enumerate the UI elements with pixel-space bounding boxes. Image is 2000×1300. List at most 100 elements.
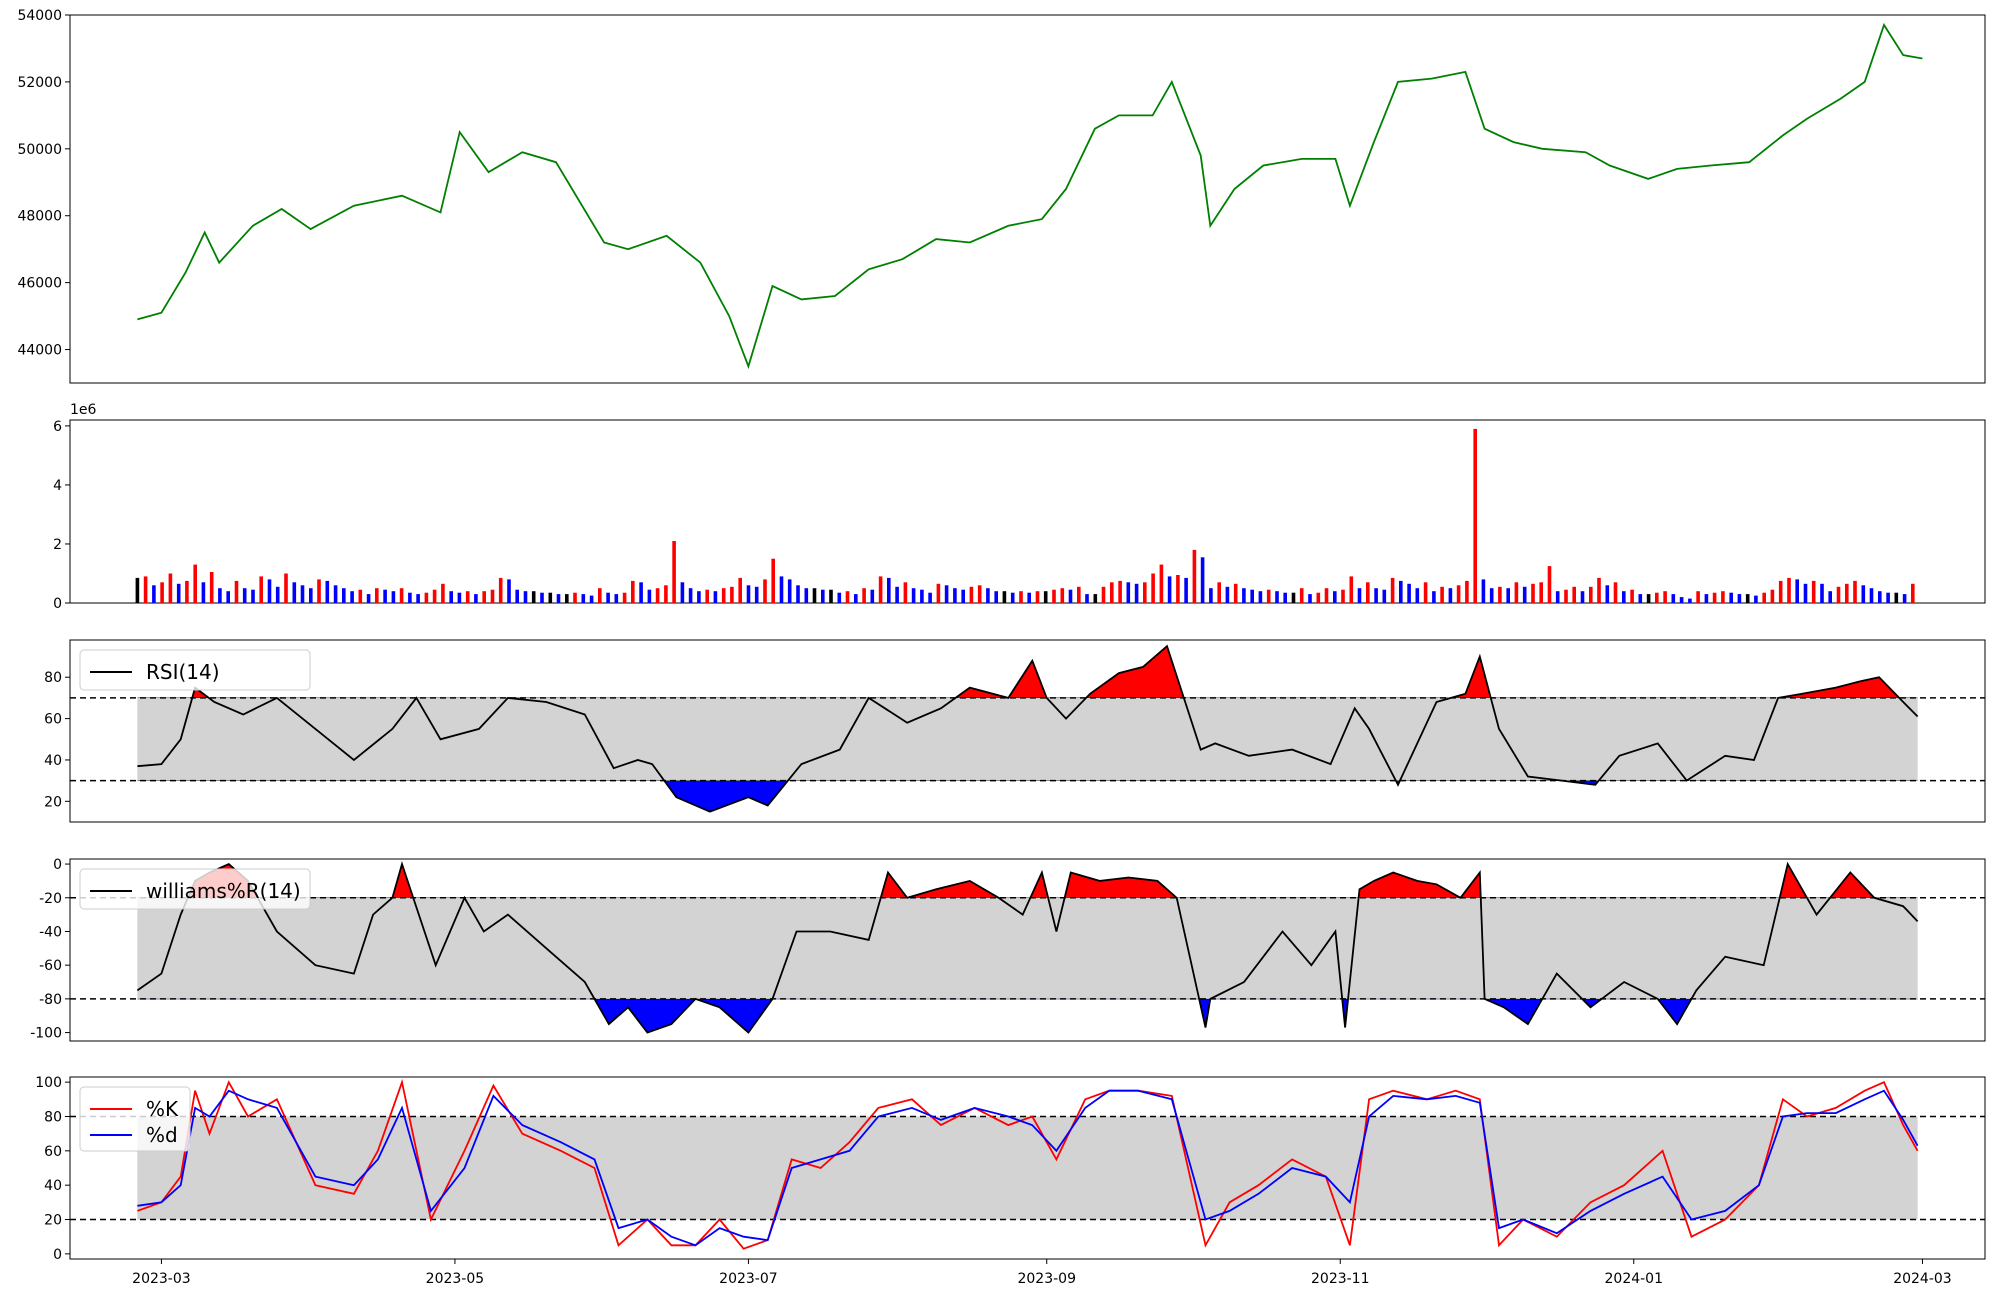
legend-box xyxy=(79,868,311,910)
volume-bar xyxy=(1828,591,1832,603)
volume-bar xyxy=(523,591,528,603)
volume-bar xyxy=(284,573,288,603)
volume-bar xyxy=(771,558,775,603)
volume-bar xyxy=(251,589,255,603)
volume-bar xyxy=(366,594,371,603)
volume-bar xyxy=(953,588,957,603)
y-tick-label: 0 xyxy=(53,596,62,612)
volume-bar xyxy=(1010,592,1015,603)
volume-bar xyxy=(1861,585,1866,603)
volume-bar xyxy=(862,588,866,603)
y-tick-label: -80 xyxy=(39,992,62,1008)
y-tick-label: 50000 xyxy=(17,142,62,158)
volume-bar xyxy=(1192,549,1197,603)
rsi-panel: 20 40 60 80 RSI(14) xyxy=(44,639,1986,823)
volume-bar xyxy=(1745,594,1750,603)
volume-bar xyxy=(1531,583,1535,603)
volume-bar xyxy=(300,585,305,603)
volume-bar xyxy=(1712,592,1717,603)
volume-bar xyxy=(1778,580,1783,603)
volume-bar xyxy=(540,592,544,603)
volume-bar xyxy=(1374,588,1378,603)
volume-bar xyxy=(655,588,660,603)
volume-bar xyxy=(1737,594,1742,603)
volume-bar xyxy=(1473,428,1477,603)
volume-bar xyxy=(408,592,412,603)
volume-bar xyxy=(1902,594,1907,603)
volume-bar xyxy=(713,591,718,603)
volume-bar xyxy=(1432,591,1436,603)
volume-bar xyxy=(498,577,503,603)
volume-bar xyxy=(1729,592,1733,603)
volume-bar xyxy=(1399,580,1403,603)
volume-bar xyxy=(1894,592,1899,603)
volume-bar xyxy=(1572,586,1576,603)
volume-bar xyxy=(1638,594,1643,603)
y-tick-label: 100 xyxy=(35,1075,62,1091)
volume-bar xyxy=(779,576,784,603)
volume-bar xyxy=(1448,588,1453,603)
volume-bar xyxy=(598,588,602,603)
volume-bar xyxy=(1564,589,1568,603)
volume-bar xyxy=(680,582,685,603)
volume-bar xyxy=(1283,592,1287,603)
volume-bar xyxy=(193,564,197,603)
volume-bar xyxy=(1167,576,1172,603)
volume-bar xyxy=(606,592,610,603)
volume-bar xyxy=(1514,582,1519,603)
volume-bar xyxy=(267,579,272,603)
volume-bar xyxy=(160,582,164,603)
volume-bar xyxy=(1200,557,1205,604)
volume-bar xyxy=(796,585,800,603)
volume-bar xyxy=(1118,580,1122,603)
volume-bar xyxy=(441,583,445,603)
volume-bar xyxy=(1886,592,1890,603)
volume-bar xyxy=(1605,585,1610,603)
volume-bar xyxy=(1803,583,1808,603)
volume-bar xyxy=(325,580,330,603)
volume-bar xyxy=(1258,591,1263,603)
volume-bar xyxy=(1184,577,1188,603)
y-tick-label: 2 xyxy=(53,537,62,553)
y-tick-label: 20 xyxy=(44,1213,62,1229)
volume-bar xyxy=(1159,564,1164,603)
volume-bar xyxy=(399,588,404,603)
volume-bar xyxy=(622,592,627,603)
volume-bar xyxy=(1440,586,1444,603)
volume-bar xyxy=(1333,591,1337,603)
volume-bar xyxy=(1787,577,1791,603)
x-tick-label: 2023-05 xyxy=(426,1271,485,1287)
volume-bar xyxy=(697,591,701,603)
volume-bar xyxy=(1085,594,1089,603)
volume-bar xyxy=(804,588,809,603)
volume-bar xyxy=(482,591,486,603)
volume-bar xyxy=(1390,577,1395,603)
stochastic-panel: 0 20 40 60 80 100 %K%d 2023-03 2023-05 2023-07 202… xyxy=(35,1075,1986,1287)
volume-bar xyxy=(1456,585,1461,603)
volume-bar xyxy=(1035,591,1040,603)
volume-bar xyxy=(1878,591,1882,603)
volume-bar xyxy=(201,582,206,603)
volume-bar xyxy=(1134,583,1139,603)
volume-bar xyxy=(292,582,297,603)
volume-bar xyxy=(1663,591,1667,603)
volume-bar xyxy=(1250,589,1254,603)
volume-bar xyxy=(548,592,553,603)
volume-bar xyxy=(1613,582,1618,603)
volume-bar xyxy=(1555,591,1560,603)
volume-bar xyxy=(664,585,668,603)
volume-bar xyxy=(1366,582,1370,603)
volume-bar xyxy=(1597,577,1601,603)
legend-label: %K xyxy=(146,1097,179,1121)
volume-bar xyxy=(1820,583,1824,603)
volume-bar xyxy=(1580,591,1585,603)
axis-offset-label: 1e6 xyxy=(70,402,97,418)
volume-bar xyxy=(1151,573,1155,603)
volume-bar xyxy=(1217,582,1221,603)
volume-bar xyxy=(977,585,982,603)
volume-bar xyxy=(1324,588,1329,603)
volume-bar xyxy=(1407,583,1411,603)
indicator-line xyxy=(136,861,1919,1034)
volume-bar xyxy=(565,594,569,603)
volume-bar xyxy=(1721,591,1725,603)
